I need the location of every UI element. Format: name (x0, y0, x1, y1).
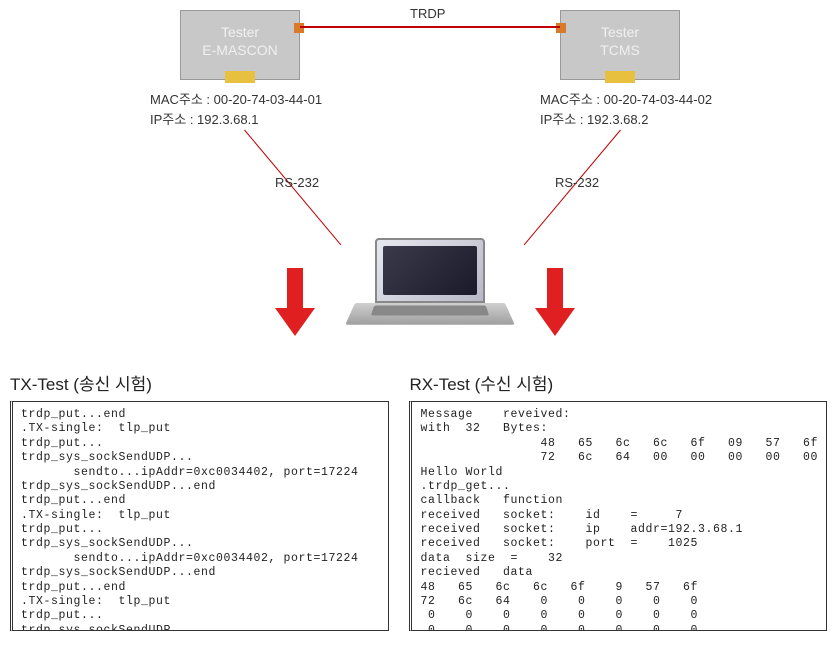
mac-left: MAC주소 : 00-20-74-03-44-01 (150, 90, 322, 110)
ip-left: IP주소 : 192.3.68.1 (150, 110, 322, 130)
port-connector (605, 71, 635, 83)
tx-terminal: trdp_put...end .TX-single: tlp_put trdp_… (10, 401, 389, 631)
port-connector (294, 23, 304, 33)
tester-right-line2: TCMS (561, 41, 679, 59)
tx-title: TX-Test (송신 시험) (10, 370, 389, 395)
tester-tcms-box: Tester TCMS (560, 10, 680, 80)
rs232-label-left: RS-232 (275, 175, 319, 190)
tester-right-line1: Tester (561, 23, 679, 41)
trdp-link-line (300, 26, 560, 28)
rx-terminal: Message reveived: with 32 Bytes: 48 65 6… (409, 401, 827, 631)
rs232-label-right: RS-232 (555, 175, 599, 190)
laptop-screen (375, 238, 485, 303)
network-diagram: Tester E-MASCON Tester TCMS TRDP MAC주소 :… (0, 0, 837, 370)
addr-left: MAC주소 : 00-20-74-03-44-01 IP주소 : 192.3.6… (150, 90, 322, 129)
tester-left-line1: Tester (181, 23, 299, 41)
tester-emascon-box: Tester E-MASCON (180, 10, 300, 80)
port-connector (225, 71, 255, 83)
terminal-row: TX-Test (송신 시험) trdp_put...end .TX-singl… (0, 370, 837, 631)
down-arrow-icon (535, 268, 575, 338)
laptop-icon (355, 238, 505, 333)
laptop-base (345, 303, 514, 325)
rx-title: RX-Test (수신 시험) (409, 370, 827, 395)
addr-right: MAC주소 : 00-20-74-03-44-02 IP주소 : 192.3.6… (540, 90, 712, 129)
tx-column: TX-Test (송신 시험) trdp_put...end .TX-singl… (10, 370, 389, 631)
rx-column: RX-Test (수신 시험) Message reveived: with 3… (409, 370, 827, 631)
mac-right: MAC주소 : 00-20-74-03-44-02 (540, 90, 712, 110)
tester-left-line2: E-MASCON (181, 41, 299, 59)
down-arrow-icon (275, 268, 315, 338)
port-connector (556, 23, 566, 33)
trdp-label: TRDP (410, 6, 445, 21)
ip-right: IP주소 : 192.3.68.2 (540, 110, 712, 130)
